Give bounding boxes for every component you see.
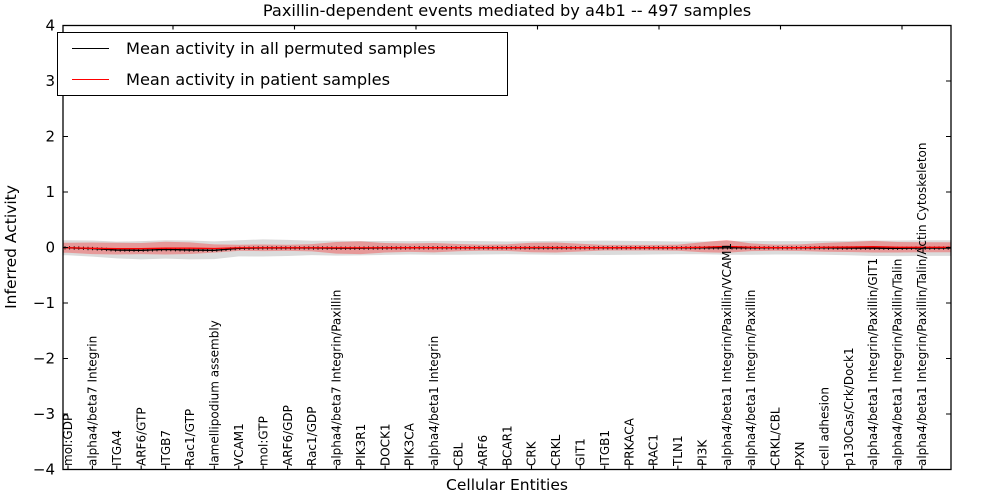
x-tick-label: alpha4/beta1 Integrin/Paxillin/Talin/Act… <box>915 143 929 466</box>
x-tick-label: ITGA4 <box>110 430 124 466</box>
y-tick-label: 3 <box>45 72 55 90</box>
y-tick-label: 0 <box>45 239 55 257</box>
y-tick-label: 4 <box>45 17 55 35</box>
x-tick-label: ITGB7 <box>159 430 173 466</box>
x-axis-label: Cellular Entities <box>446 476 568 494</box>
x-tick-label: ARF6/GTP <box>134 407 148 466</box>
x-tick-label: Rac1/GTP <box>183 409 197 466</box>
x-tick-label: alpha4/beta1 Integrin/Paxillin/GIT1 <box>866 258 880 466</box>
x-tick-label: GIT1 <box>573 438 587 466</box>
axis-ticks <box>63 24 951 471</box>
x-tick-label: PIK3R1 <box>354 424 368 466</box>
x-tick-label: RAC1 <box>647 434 661 466</box>
x-tick-label: DOCK1 <box>378 423 392 466</box>
x-tick-label: alpha4/beta1 Integrin <box>427 336 441 466</box>
chart-title: Paxillin-dependent events mediated by a4… <box>262 1 752 20</box>
x-tick-label: TLN1 <box>671 435 685 467</box>
x-tick-label: Rac1/GDP <box>305 407 319 466</box>
y-axis-label: Inferred Activity <box>2 185 20 309</box>
y-tick-label: −3 <box>33 405 55 423</box>
x-tick-label: mol:GDP <box>61 414 75 466</box>
legend: Mean activity in all permuted samples Me… <box>57 32 508 96</box>
y-tick-label: −1 <box>33 294 55 312</box>
x-tick-label: CBL <box>452 442 466 466</box>
red-line-swatch <box>72 79 109 80</box>
legend-item-permuted: Mean activity in all permuted samples <box>72 39 507 58</box>
y-tick-label: 1 <box>45 183 55 201</box>
x-tick-label: ITGB1 <box>598 430 612 466</box>
black-line-swatch <box>72 48 109 49</box>
x-tick-label: lamellipodium assembly <box>208 320 222 466</box>
x-tick-label: PI3K <box>695 439 709 466</box>
x-tick-label: CRK <box>525 440 539 466</box>
x-tick-label: PIK3CA <box>403 422 417 466</box>
x-tick-label: CRKL/CBL <box>769 407 783 466</box>
y-tick-label: −2 <box>33 350 55 368</box>
x-tick-label: VCAM1 <box>232 423 246 466</box>
legend-item-patient: Mean activity in patient samples <box>72 70 507 89</box>
x-tick-label: alpha4/beta1 Integrin/Paxillin/Talin <box>891 259 905 466</box>
x-tick-label: ARF6/GDP <box>281 405 295 466</box>
legend-label-permuted: Mean activity in all permuted samples <box>126 39 436 58</box>
x-tick-label: alpha4/beta1 Integrin/Paxillin/VCAM1 <box>720 243 734 466</box>
x-tick-label: CRKL <box>549 434 563 466</box>
patient-mean-line <box>63 245 951 250</box>
y-tick-label: −4 <box>33 461 55 479</box>
x-tick-label: PRKACA <box>622 417 636 466</box>
x-tick-label: alpha4/beta1 Integrin/Paxillin <box>744 290 758 466</box>
x-tick-label: cell adhesion <box>817 387 831 466</box>
legend-label-patient: Mean activity in patient samples <box>126 70 391 89</box>
x-tick-label: alpha4/beta7 Integrin <box>86 336 100 466</box>
x-tick-label: p130Cas/Crk/Dock1 <box>842 347 856 466</box>
x-tick-label: PXN <box>793 442 807 466</box>
x-tick-label: BCAR1 <box>500 425 514 466</box>
y-tick-label: 2 <box>45 128 55 146</box>
x-tick-label: mol:GTP <box>256 416 270 466</box>
x-tick-label: alpha4/beta7 Integrin/Paxillin <box>330 290 344 466</box>
x-tick-label: ARF6 <box>476 435 490 466</box>
